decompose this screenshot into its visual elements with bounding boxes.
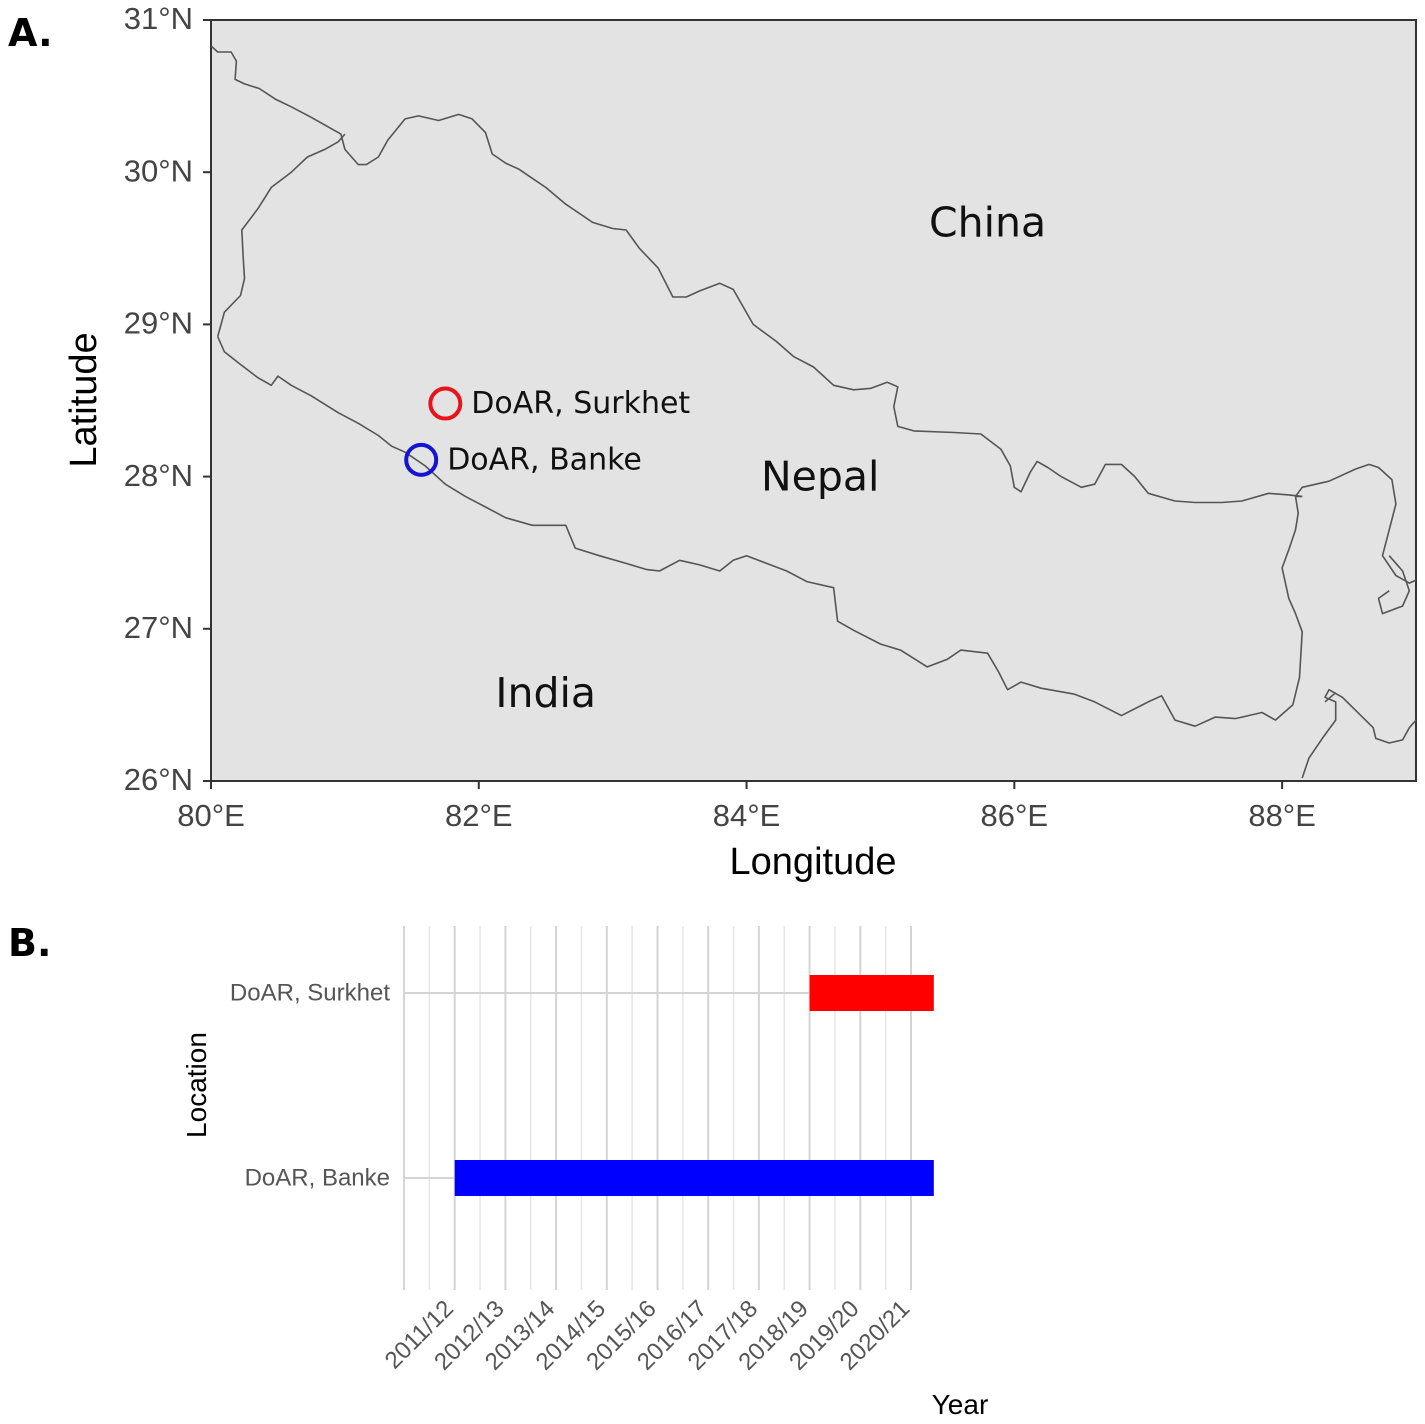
border-line xyxy=(1377,555,1411,615)
y-tick-label: 31°N xyxy=(124,1,193,36)
station-label: DoAR, Banke xyxy=(447,442,642,477)
map-plot-area xyxy=(210,19,1417,782)
border-line xyxy=(216,133,346,337)
x-tick-label: 84°E xyxy=(713,798,781,833)
border-line xyxy=(216,336,1303,727)
location-label: DoAR, Banke xyxy=(245,1164,390,1191)
x-tick-label: 88°E xyxy=(1248,798,1316,833)
year-ticks: 2011/122012/132013/142014/152015/162016/… xyxy=(380,1295,915,1375)
y-tick-label: 28°N xyxy=(124,458,193,493)
country-borders xyxy=(210,45,1417,779)
station-label: DoAR, Surkhet xyxy=(471,386,690,421)
x-tick-label: 80°E xyxy=(177,798,245,833)
timeline-bar xyxy=(454,1160,934,1196)
map-panel: A. China Nepal India DoAR, Surkhet DoAR, Ba… xyxy=(8,1,1417,883)
station-markers: DoAR, Surkhet DoAR, Banke xyxy=(404,386,690,477)
region-label: India xyxy=(495,669,596,717)
location-label: DoAR, Surkhet xyxy=(230,979,390,1006)
station-marker xyxy=(404,442,439,477)
border-line xyxy=(210,45,1303,504)
y-tick-label: 30°N xyxy=(124,153,193,188)
latitude-ticks: 26°N 27°N 28°N 29°N 30°N 31°N xyxy=(124,1,211,797)
timeline-bars xyxy=(454,975,934,1196)
y-tick-label: 27°N xyxy=(124,610,193,645)
station-marker xyxy=(428,386,463,421)
longitude-ticks: 80°E 82°E 84°E 86°E 88°E xyxy=(177,781,1316,833)
location-labels: DoAR, Surkhet DoAR, Banke xyxy=(230,979,390,1191)
timeline-bar xyxy=(809,975,934,1011)
y-tick-label: 29°N xyxy=(124,306,193,341)
timeline-x-axis-title: Year xyxy=(932,1389,989,1420)
y-axis-title: Latitude xyxy=(63,332,105,467)
panel-b-label: B. xyxy=(8,921,51,965)
region-label: Nepal xyxy=(761,453,879,501)
timeline-panel: B. DoAR, Surkhet DoAR, Banke 2011/122012/… xyxy=(8,921,988,1420)
region-label: China xyxy=(929,198,1046,246)
x-tick-label: 86°E xyxy=(981,798,1049,833)
region-labels: China Nepal India xyxy=(495,198,1046,716)
y-tick-label: 26°N xyxy=(124,762,193,797)
x-tick-label: 82°E xyxy=(445,798,513,833)
border-line xyxy=(1301,688,1417,779)
x-axis-title: Longitude xyxy=(730,841,897,883)
panel-a-label: A. xyxy=(8,11,53,55)
timeline-y-axis-title: Location xyxy=(181,1032,212,1138)
border-line xyxy=(1324,692,1337,703)
border-line xyxy=(1294,463,1417,584)
